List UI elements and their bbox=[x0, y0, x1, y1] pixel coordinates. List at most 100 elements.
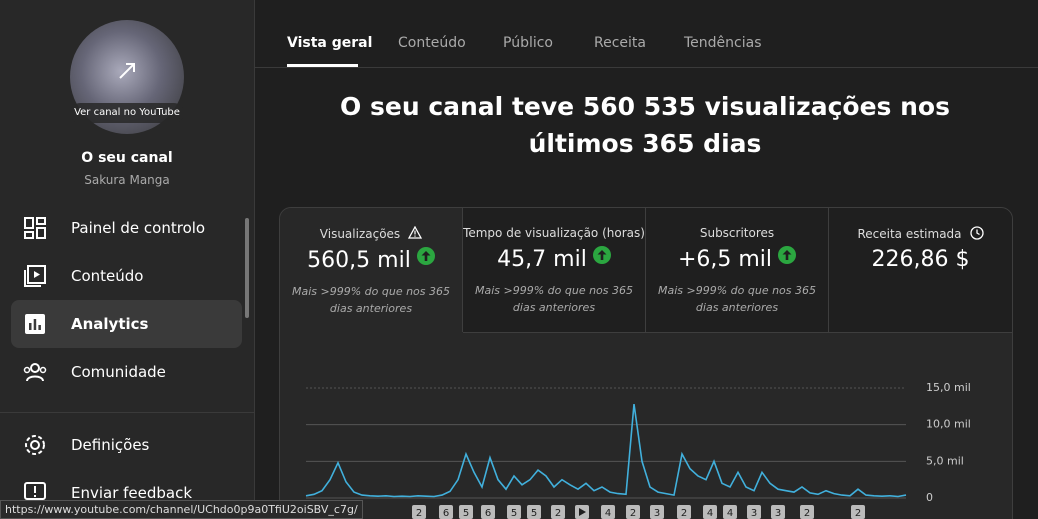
y-tick-label: 15,0 mil bbox=[926, 381, 971, 394]
warning-icon bbox=[408, 225, 423, 239]
tab[interactable]: Vista geral bbox=[287, 35, 373, 51]
video-marker bbox=[507, 505, 521, 519]
nav-item[interactable]: Painel de controlo bbox=[11, 204, 242, 252]
nav-label: Painel de controlo bbox=[71, 219, 206, 237]
metric-value-text: 45,7 mil bbox=[497, 247, 587, 272]
video-marker bbox=[626, 505, 640, 519]
video-marker-count: 5 bbox=[531, 508, 537, 519]
video-marker-count: 3 bbox=[751, 508, 757, 519]
up-icon bbox=[778, 246, 797, 264]
nav-icon bbox=[24, 265, 46, 287]
metric-label-text: Subscritores bbox=[699, 226, 775, 240]
scrollbar[interactable] bbox=[245, 218, 249, 318]
metric-label: Visualizações bbox=[280, 225, 462, 241]
nav-label: Comunidade bbox=[71, 363, 166, 381]
video-marker bbox=[527, 505, 541, 519]
channel-link[interactable]: Ver canal no YouTube bbox=[70, 103, 184, 123]
video-marker bbox=[800, 505, 814, 519]
video-marker bbox=[650, 505, 664, 519]
video-marker bbox=[412, 505, 426, 519]
y-tick-label: 10,0 mil bbox=[926, 418, 971, 431]
video-marker-count: 4 bbox=[727, 508, 733, 519]
video-marker bbox=[481, 505, 495, 519]
video-marker-count: 6 bbox=[443, 508, 449, 519]
video-marker-count: 4 bbox=[707, 508, 713, 519]
nav-item[interactable]: Comunidade bbox=[11, 348, 242, 396]
nav-icon bbox=[25, 435, 45, 455]
video-marker bbox=[677, 505, 691, 519]
tab-underline bbox=[287, 64, 358, 67]
video-marker bbox=[747, 505, 761, 519]
video-marker bbox=[723, 505, 737, 519]
video-marker bbox=[551, 505, 565, 519]
headline: O seu canal teve 560 535 visualizações n… bbox=[340, 92, 950, 158]
metric-value: 560,5 mil bbox=[280, 247, 462, 273]
nav-item[interactable]: Definições bbox=[11, 421, 242, 469]
nav-label: Conteúdo bbox=[71, 267, 144, 285]
video-marker-count: 4 bbox=[605, 508, 611, 519]
metric-card[interactable]: Receita estimada 226,86 $ bbox=[829, 208, 1012, 333]
metric-label: Receita estimada bbox=[829, 226, 1012, 241]
metric-card[interactable]: Tempo de visualização (horas) 45,7 mil Mai… bbox=[463, 208, 646, 333]
nav-icon bbox=[25, 314, 45, 334]
metric-label: Subscritores bbox=[646, 226, 828, 240]
video-marker-count: 2 bbox=[855, 508, 861, 519]
channel-name: Sakura Manga bbox=[84, 173, 170, 187]
metric-value: +6,5 mil bbox=[646, 246, 828, 272]
video-marker-count: 3 bbox=[775, 508, 781, 519]
channel-title: O seu canal bbox=[81, 150, 173, 166]
clock-icon bbox=[969, 226, 984, 240]
y-tick-label: 5,0 mil bbox=[926, 454, 964, 467]
video-marker bbox=[459, 505, 473, 519]
status-url: https://www.youtube.com/channel/UChdo0p9… bbox=[0, 500, 363, 519]
divider bbox=[0, 412, 254, 413]
video-marker-count: 2 bbox=[555, 508, 561, 519]
nav-item[interactable]: Analytics bbox=[11, 300, 242, 348]
video-marker-count: 6 bbox=[485, 508, 491, 519]
tab[interactable]: Tendências bbox=[684, 35, 762, 51]
chart: 0 5,0 mil 10,0 mil 15,0 mil 2 6 5 6 5 5 2 4 2 3 2 4 4 3 3 2… bbox=[305, 381, 971, 519]
video-marker-count: 2 bbox=[416, 508, 422, 519]
video-marker bbox=[851, 505, 865, 519]
video-marker-count: 2 bbox=[804, 508, 810, 519]
video-marker bbox=[771, 505, 785, 519]
metric-note: Mais >999% do que nos 365 dias anteriore… bbox=[657, 284, 817, 314]
metric-value-text: +6,5 mil bbox=[677, 247, 773, 272]
metric-card[interactable]: Subscritores +6,5 mil Mais >999% do que no… bbox=[646, 208, 829, 333]
video-marker-count: 5 bbox=[463, 508, 469, 519]
video-marker-count: 2 bbox=[681, 508, 687, 519]
metric-note: Mais >999% do que nos 365 dias anteriore… bbox=[291, 285, 451, 315]
nav-item[interactable]: Conteúdo bbox=[11, 252, 242, 300]
metric-value-text: 560,5 mil bbox=[307, 248, 411, 273]
metric-card[interactable]: Visualizações 560,5 mil Mais >999% do que … bbox=[280, 208, 463, 332]
tab[interactable]: Receita bbox=[594, 35, 646, 51]
metric-label-text: Receita estimada bbox=[857, 227, 962, 241]
nav-label: Analytics bbox=[71, 315, 149, 333]
nav-icon bbox=[23, 363, 47, 382]
play-marker bbox=[579, 508, 586, 516]
sidebar: Ver canal no YouTube O seu canal Sakura … bbox=[0, 0, 255, 519]
tab[interactable]: Conteúdo bbox=[398, 35, 466, 51]
metric-label-text: Visualizações bbox=[319, 227, 401, 241]
nav-label: Enviar feedback bbox=[71, 484, 193, 502]
metric-value-text: 226,86 $ bbox=[871, 247, 970, 272]
tabs: Vista geral Conteúdo Público Receita Tendênc… bbox=[255, 0, 1038, 68]
video-marker-count: 5 bbox=[511, 508, 517, 519]
video-marker bbox=[439, 505, 453, 519]
analytics-card: Visualizações 560,5 mil Mais >999% do que … bbox=[279, 207, 1013, 519]
metric-value: 45,7 mil bbox=[463, 246, 645, 272]
video-marker-count: 3 bbox=[654, 508, 660, 519]
metric-note: Mais >999% do que nos 365 dias anteriore… bbox=[474, 284, 634, 314]
video-marker bbox=[601, 505, 615, 519]
up-icon bbox=[592, 246, 611, 264]
video-marker bbox=[703, 505, 717, 519]
up-icon bbox=[416, 247, 435, 265]
metric-label: Tempo de visualização (horas) bbox=[463, 226, 645, 240]
nav-label: Definições bbox=[71, 436, 150, 454]
y-tick-label: 0 bbox=[926, 491, 933, 504]
metric-label-text: Tempo de visualização (horas) bbox=[463, 226, 645, 240]
tab[interactable]: Público bbox=[503, 35, 553, 51]
metric-value: 226,86 $ bbox=[829, 247, 1012, 272]
video-marker-count: 2 bbox=[630, 508, 636, 519]
